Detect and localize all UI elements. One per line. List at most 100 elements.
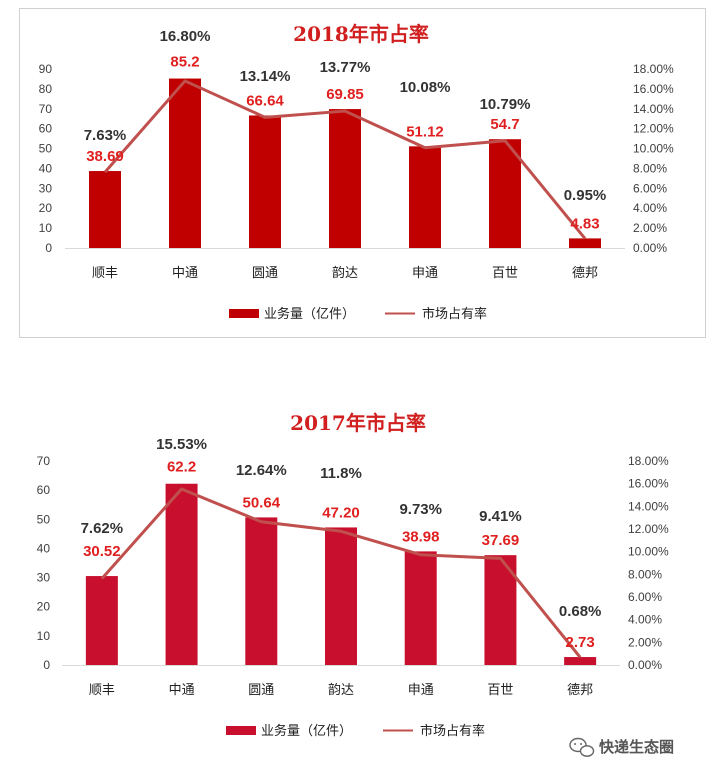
left-axis-tick-5: 50	[39, 142, 53, 156]
watermark: 快递生态圈	[569, 737, 674, 757]
left-axis-tick-0: 0	[45, 241, 52, 255]
bar-value-label-0: 30.52	[83, 543, 121, 560]
share-value-label-3: 11.8%	[320, 465, 362, 482]
bar-value-label-2: 50.64	[243, 494, 281, 511]
share-value-label-0: 7.62%	[81, 520, 124, 537]
bar-value-label-6: 2.73	[566, 634, 595, 651]
legend-swatch-bar	[226, 726, 256, 735]
bar-6	[569, 238, 601, 248]
right-axis-tick-8: 16.00%	[633, 82, 674, 96]
right-axis-tick-7: 14.00%	[633, 102, 674, 116]
right-axis-tick-6: 12.00%	[628, 522, 669, 536]
left-axis-tick-4: 40	[39, 161, 53, 175]
category-label-6: 德邦	[572, 266, 598, 281]
left-axis-tick-6: 60	[37, 483, 51, 497]
category-label-2: 圆通	[252, 266, 278, 281]
bar-0	[89, 171, 121, 248]
bar-value-label-5: 54.7	[490, 116, 519, 133]
bar-value-label-5: 37.69	[482, 532, 520, 549]
bar-1	[169, 78, 201, 249]
share-value-label-5: 9.41%	[479, 508, 522, 525]
right-axis-tick-0: 0.00%	[628, 658, 662, 672]
left-axis-tick-2: 20	[37, 600, 51, 614]
left-axis-tick-7: 70	[37, 454, 51, 468]
left-axis-tick-9: 90	[39, 62, 53, 76]
legend-label-bar: 业务量（亿件）	[261, 723, 352, 739]
category-label-3: 韵达	[328, 683, 354, 698]
left-axis-tick-8: 80	[39, 82, 53, 96]
bar-value-label-4: 38.98	[402, 528, 440, 545]
bar-3	[329, 109, 361, 248]
chart-2018: 2018年市占率 38.69 85.2 66.64 69.85 51.12 54.7 4.8…	[39, 22, 674, 322]
chart-2017: 2017年市占率 30.52 62.2 50.64 47.20 38.98 37.69 2.…	[37, 411, 669, 739]
bar-5	[489, 139, 521, 248]
category-label-1: 中通	[172, 266, 198, 281]
legend-label-bar: 业务量（亿件）	[264, 306, 355, 322]
bar-value-label-2: 66.64	[246, 92, 284, 109]
right-axis-tick-9: 18.00%	[633, 62, 674, 76]
right-axis-tick-5: 10.00%	[628, 545, 669, 559]
right-axis-tick-1: 2.00%	[633, 221, 667, 235]
category-label-0: 顺丰	[92, 266, 118, 281]
share-value-label-5: 10.79%	[480, 96, 531, 113]
left-axis-tick-0: 0	[43, 658, 50, 672]
bar-4	[404, 551, 437, 665]
chart-legend: 业务量（亿件） 市场占有率	[226, 723, 485, 739]
right-axis-tick-4: 8.00%	[628, 567, 662, 581]
category-label-2: 圆通	[248, 683, 274, 698]
bar-3	[325, 527, 357, 665]
left-axis-tick-2: 20	[39, 201, 53, 215]
wechat-icon	[569, 737, 595, 757]
right-axis-tick-2: 4.00%	[633, 201, 667, 215]
category-label-0: 顺丰	[89, 683, 115, 698]
share-line	[100, 487, 582, 659]
left-axis-tick-4: 40	[37, 541, 51, 555]
bar-6	[564, 657, 597, 665]
right-axis-tick-3: 6.00%	[633, 181, 667, 195]
legend-label-line: 市场占有率	[422, 306, 487, 322]
share-value-label-4: 9.73%	[399, 501, 442, 518]
share-value-label-4: 10.08%	[400, 79, 451, 96]
share-value-label-2: 12.64%	[236, 462, 287, 479]
chart-legend: 业务量（亿件） 市场占有率	[229, 306, 487, 322]
bar-value-label-1: 62.2	[167, 459, 196, 476]
category-label-1: 中通	[169, 683, 195, 698]
left-axis-tick-6: 60	[39, 122, 53, 136]
bar-value-label-0: 38.69	[86, 148, 124, 165]
category-label-3: 韵达	[332, 266, 358, 281]
left-axis-tick-5: 50	[37, 512, 51, 526]
share-value-label-6: 0.68%	[559, 603, 602, 620]
chart-title: 2018年市占率	[293, 22, 429, 46]
bar-0	[85, 576, 118, 665]
left-axis-tick-1: 10	[37, 629, 51, 643]
left-axis-tick-3: 30	[37, 571, 51, 585]
category-label-4: 申通	[412, 266, 438, 281]
chart-2018-frame	[19, 8, 706, 338]
right-axis-tick-2: 4.00%	[628, 613, 662, 627]
watermark-text: 快递生态圈	[599, 738, 674, 756]
share-value-label-2: 13.14%	[240, 68, 291, 85]
category-label-5: 百世	[487, 683, 513, 698]
share-value-label-6: 0.95%	[564, 187, 607, 204]
right-axis-tick-4: 8.00%	[633, 161, 667, 175]
left-axis-tick-3: 30	[39, 181, 53, 195]
category-label-6: 德邦	[567, 683, 593, 698]
right-axis-tick-8: 16.00%	[628, 477, 669, 491]
share-value-label-1: 15.53%	[156, 436, 207, 453]
bar-4	[409, 146, 441, 248]
legend-label-line: 市场占有率	[420, 723, 485, 739]
bar-1	[165, 483, 198, 665]
bar-value-label-4: 51.12	[406, 123, 444, 140]
category-label-4: 申通	[408, 683, 434, 698]
legend-swatch-bar	[229, 309, 259, 318]
right-axis-tick-0: 0.00%	[633, 241, 667, 255]
left-axis-tick-7: 70	[39, 102, 53, 116]
right-axis-tick-6: 12.00%	[633, 122, 674, 136]
bar-value-label-3: 47.20	[322, 504, 360, 521]
bar-2	[249, 115, 281, 248]
chart-title: 2017年市占率	[290, 411, 426, 435]
share-value-label-1: 16.80%	[160, 28, 211, 45]
bar-value-label-6: 4.83	[570, 215, 599, 232]
right-axis-tick-9: 18.00%	[628, 454, 669, 468]
